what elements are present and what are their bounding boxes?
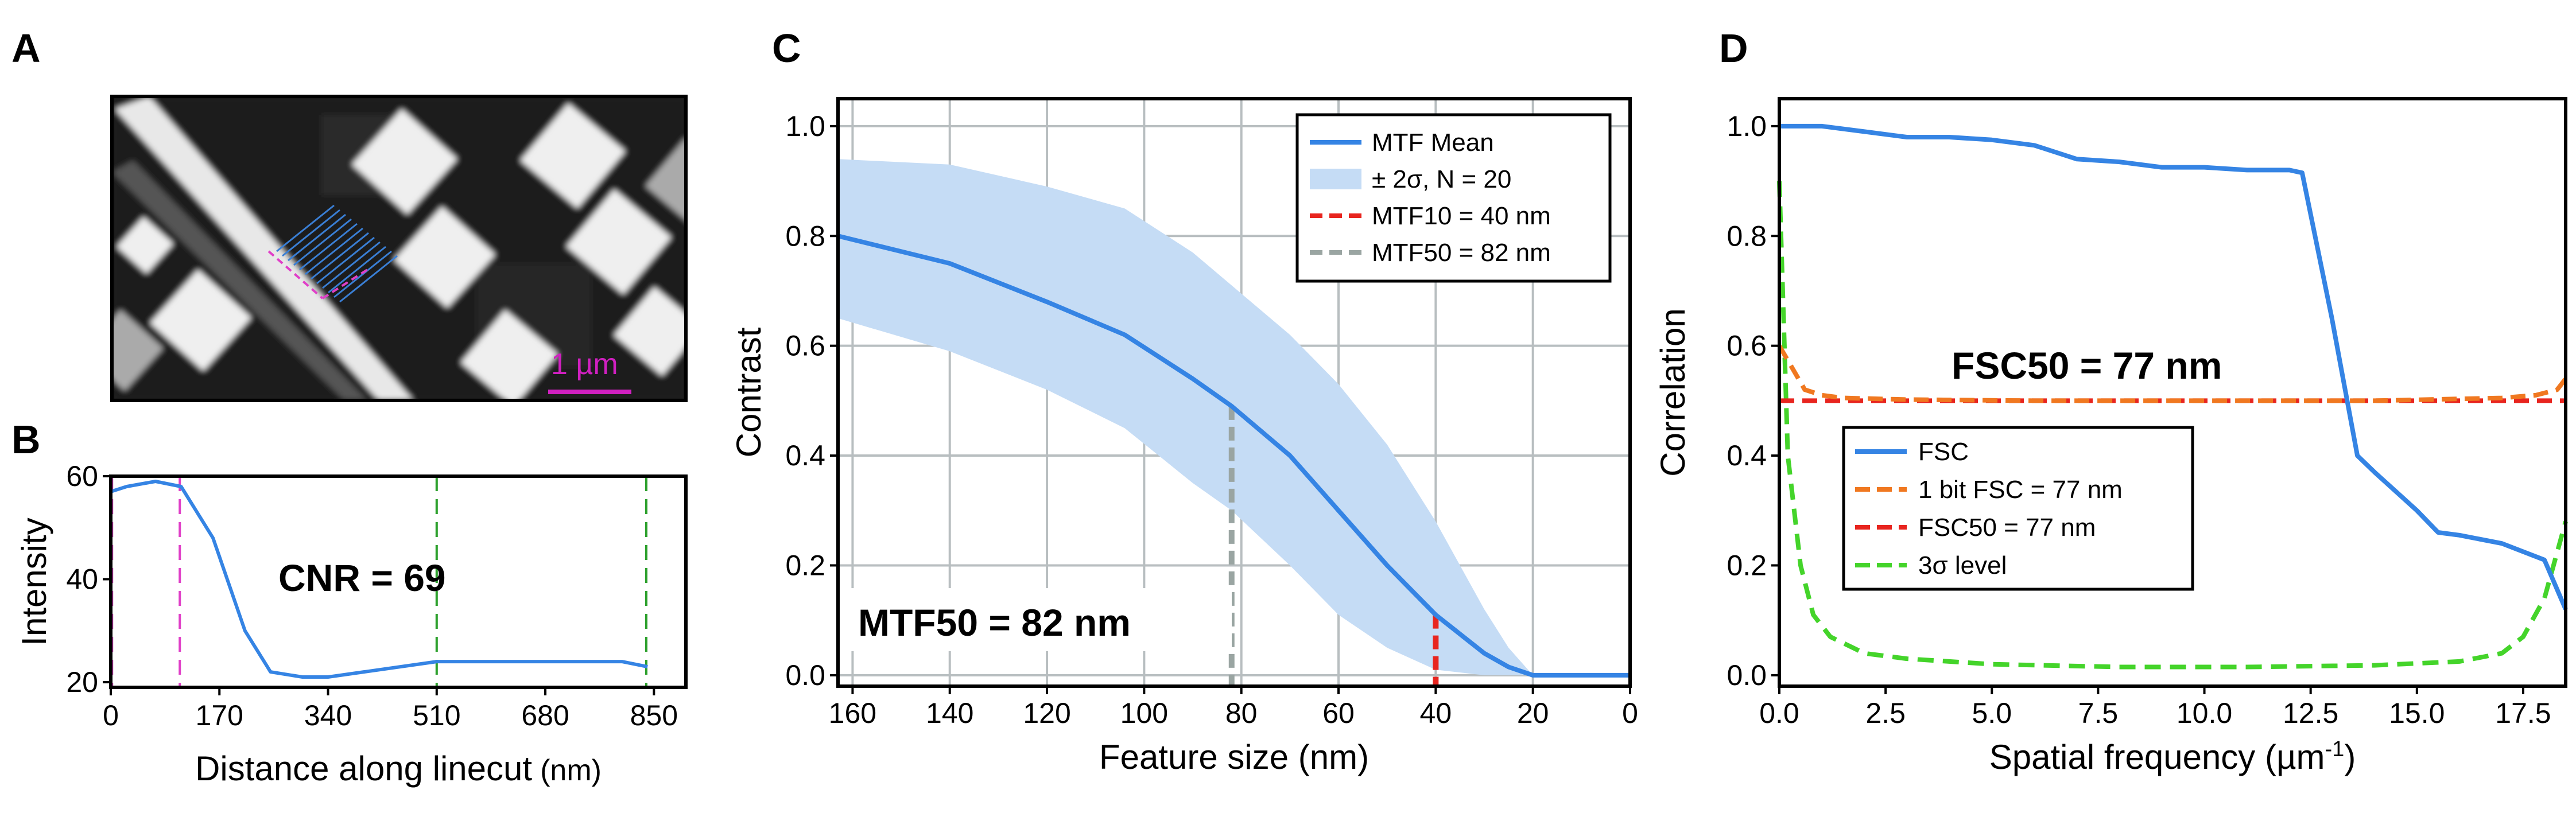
x-tick-label: 2.5 — [1865, 697, 1906, 729]
x-tick-label: 680 — [521, 699, 569, 732]
x-tick-label: 80 — [1225, 697, 1258, 729]
plot-frame — [109, 474, 688, 689]
y-axis-label: Contrast — [730, 327, 768, 457]
x-axis-label-end: ) — [2344, 738, 2356, 776]
x-tick-label: 10.0 — [2177, 697, 2232, 729]
x-tick-label: 5.0 — [1972, 697, 2012, 729]
y-tick-label: 40 — [66, 563, 98, 596]
panel-c-plot: 160 140 120 100 80 60 40 20 0 0.0 0.2 0.4 0.6 0.8 1.0 F… — [730, 97, 1638, 776]
legend-mtf-mean-label: MTF Mean — [1372, 129, 1494, 157]
panel-d-plot: 0.0 2.5 5.0 7.5 10.0 12.5 15.0 17.5 0.0 0.2 0.4 0.6… — [1654, 97, 2568, 776]
x-axis-label-sup: -1 — [2325, 737, 2345, 761]
x-tick-label: 15.0 — [2389, 697, 2445, 729]
fsc50-annotation: FSC50 = 77 nm — [1952, 344, 2222, 387]
x-tick-label: 20 — [1517, 697, 1549, 729]
x-tick-label: 17.5 — [2495, 697, 2551, 729]
cnr-annotation: CNR = 69 — [278, 557, 446, 599]
x-tick-label: 0 — [1622, 697, 1638, 729]
x-axis-label: Feature size (nm) — [1099, 738, 1369, 776]
x-tick-label: 100 — [1120, 697, 1168, 729]
mtf-mean-line — [837, 234, 1630, 678]
x-tick-label: 140 — [926, 697, 973, 729]
y-tick-label: 0.0 — [785, 659, 825, 691]
y-tick-label: 0.4 — [785, 439, 825, 472]
x-tick-label: 170 — [196, 699, 243, 732]
y-tick-label: 0.4 — [1727, 439, 1767, 472]
legend-label-2: FSC50 = 77 nm — [1918, 514, 2096, 542]
x-axis-label: Distance along linecut (nm) — [195, 749, 602, 788]
x-tick-label: 160 — [829, 697, 876, 729]
y-tick-label: 0.6 — [785, 330, 825, 362]
y-tick-label: 60 — [66, 460, 98, 492]
legend: MTF Mean ± 2σ, N = 20 MTF10 = 40 nm MTF50 =… — [1295, 113, 1612, 283]
legend: FSC 1 bit FSC = 77 nm FSC50 = 77 nm 3σ leve… — [1842, 426, 2194, 591]
panel-b-plot: 0 170 340 510 680 850 20 40 60 Distance along lin… — [15, 460, 688, 788]
y-tick-label: 0.8 — [785, 220, 825, 252]
y-axis-label: Correlation — [1654, 308, 1692, 476]
scalebar-label: 1 µm — [551, 348, 618, 381]
x-axis-unit: (nm) — [540, 754, 602, 787]
annotation-box — [848, 588, 1232, 651]
x-tick-label: 120 — [1023, 697, 1070, 729]
micrograph-image: 1 µm — [110, 95, 688, 402]
panel-label-a: A — [11, 26, 41, 71]
x-tick-label: 60 — [1322, 697, 1355, 729]
legend-sigma-band-label: ± 2σ, N = 20 — [1372, 165, 1511, 193]
legend-mtf10-label: MTF10 = 40 nm — [1372, 202, 1551, 230]
y-tick-label: 1.0 — [1727, 110, 1767, 142]
y-tick-label: 0.2 — [1727, 549, 1767, 581]
linecut-path — [267, 250, 324, 299]
x-axis-label-text: Spatial frequency (µm — [1989, 738, 2325, 776]
x-tick-label: 850 — [630, 699, 678, 732]
plot-frame — [836, 97, 1632, 688]
panel-label-d: D — [1719, 26, 1748, 71]
x-tick-label: 12.5 — [2283, 697, 2338, 729]
series-line-0 — [1779, 123, 2568, 610]
x-axis-label-text: Distance along linecut — [195, 749, 532, 788]
legend-box — [1842, 426, 2194, 591]
y-tick-label: 0.6 — [1727, 330, 1767, 362]
x-tick-label: 340 — [304, 699, 352, 732]
x-tick-label: 40 — [1420, 697, 1452, 729]
y-tick-label: 0.2 — [785, 549, 825, 581]
x-tick-label: 7.5 — [2078, 697, 2119, 729]
y-tick-label: 20 — [66, 666, 98, 698]
legend-label-3: 3σ level — [1918, 551, 2007, 579]
mtf50-annotation: MTF50 = 82 nm — [858, 601, 1131, 644]
plot-frame — [1778, 97, 2567, 688]
y-tick-label: 0.8 — [1727, 220, 1767, 252]
x-tick-label: 510 — [413, 699, 460, 732]
legend-sigma-band-swatch — [1310, 169, 1361, 189]
linecut-region — [276, 204, 398, 303]
series-line-3 — [1777, 181, 2568, 670]
panel-label-b: B — [11, 417, 41, 462]
legend-label-0: FSC — [1918, 438, 1969, 466]
x-tick-label: 0.0 — [1759, 697, 1799, 729]
series-line-1 — [1777, 344, 2568, 403]
x-tick-label: 0 — [103, 699, 119, 732]
y-tick-label: 1.0 — [785, 110, 825, 142]
legend-label-1: 1 bit FSC = 77 nm — [1918, 476, 2123, 504]
legend-mtf50-label: MTF50 = 82 nm — [1372, 239, 1551, 267]
x-axis-label: Spatial frequency (µm-1) — [1989, 737, 2356, 776]
panel-label-c: C — [772, 26, 801, 71]
y-axis-label: Intensity — [15, 518, 53, 645]
intensity-line — [110, 480, 648, 679]
y-tick-label: 0.0 — [1727, 659, 1767, 691]
